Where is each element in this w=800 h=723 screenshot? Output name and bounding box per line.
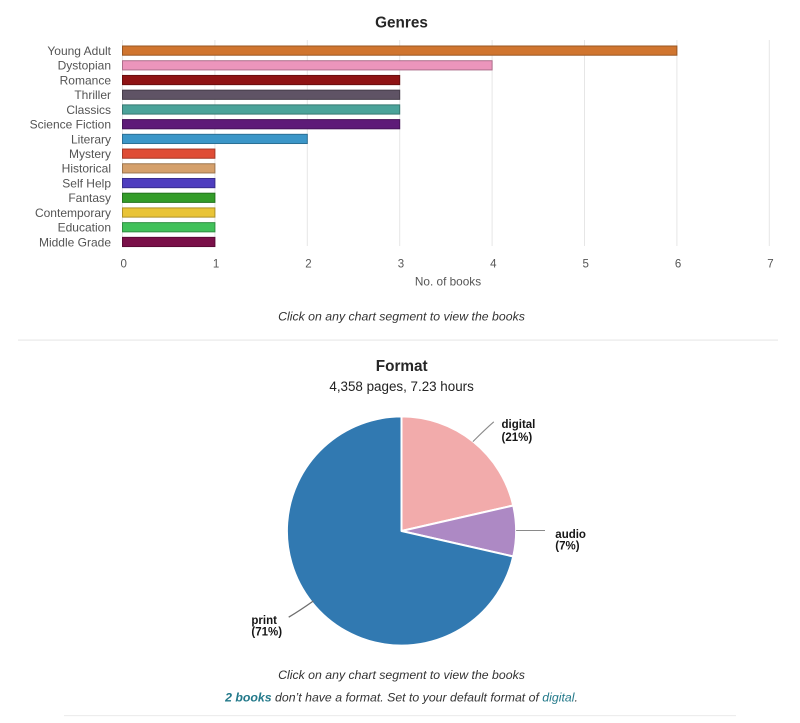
svg-text:2 books don’t have a format. S: 2 books don’t have a format. Set to your…	[224, 691, 578, 705]
svg-text:Classics: Classics	[66, 103, 111, 117]
svg-text:Thriller: Thriller	[74, 88, 111, 102]
svg-text:Contemporary: Contemporary	[35, 206, 111, 220]
svg-text:Romance: Romance	[60, 73, 112, 87]
svg-text:3: 3	[398, 258, 404, 270]
svg-text:Young Adult: Young Adult	[47, 44, 111, 58]
svg-text:Historical: Historical	[62, 162, 111, 176]
svg-text:audio: audio	[555, 529, 586, 541]
svg-text:Middle Grade: Middle Grade	[39, 235, 111, 249]
svg-text:(71%): (71%)	[251, 627, 282, 639]
svg-text:4,358 pages, 7.23 hours: 4,358 pages, 7.23 hours	[329, 379, 474, 394]
svg-text:Format: Format	[376, 358, 428, 375]
svg-text:Genres: Genres	[375, 14, 428, 31]
svg-text:Dystopian: Dystopian	[58, 59, 111, 73]
svg-text:Click on any chart segment to: Click on any chart segment to view the b…	[278, 668, 525, 682]
svg-text:Literary: Literary	[71, 132, 111, 146]
svg-text:2: 2	[305, 258, 311, 270]
svg-text:Mystery: Mystery	[69, 147, 111, 161]
svg-text:Fantasy: Fantasy	[68, 191, 111, 205]
svg-text:0: 0	[120, 258, 126, 270]
svg-text:(7%): (7%)	[555, 541, 579, 553]
svg-text:digital: digital	[502, 419, 536, 431]
svg-text:(21%): (21%)	[502, 432, 533, 444]
svg-text:print: print	[251, 615, 277, 627]
svg-text:5: 5	[582, 258, 588, 270]
svg-text:6: 6	[675, 258, 681, 270]
svg-text:1: 1	[213, 258, 219, 270]
svg-text:Click on any chart segment to: Click on any chart segment to view the b…	[278, 310, 525, 324]
svg-text:Education: Education	[58, 221, 111, 235]
svg-text:No. of books: No. of books	[415, 274, 481, 288]
svg-text:4: 4	[490, 258, 497, 270]
svg-text:Self Help: Self Help	[62, 176, 111, 190]
svg-text:Science Fiction: Science Fiction	[30, 118, 111, 132]
svg-text:7: 7	[767, 258, 773, 270]
